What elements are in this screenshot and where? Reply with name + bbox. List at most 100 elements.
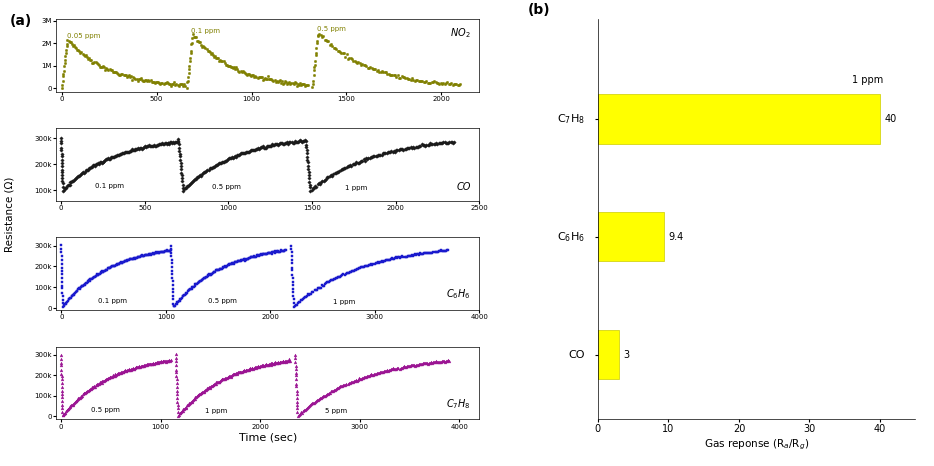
Point	[149, 142, 164, 149]
Point	[75, 282, 90, 290]
Point	[265, 76, 280, 83]
Point	[306, 184, 321, 192]
Point	[379, 257, 394, 264]
Point	[155, 358, 170, 365]
Point	[119, 258, 134, 265]
Point	[156, 358, 171, 365]
Point	[449, 81, 464, 88]
Point	[113, 151, 128, 158]
Point	[345, 267, 360, 275]
Point	[135, 362, 150, 369]
Point	[92, 270, 106, 278]
Point	[238, 255, 253, 262]
Point	[112, 151, 127, 158]
Point	[321, 278, 336, 285]
Point	[266, 360, 281, 367]
Point	[231, 68, 246, 75]
Point	[378, 257, 393, 264]
Point	[260, 250, 275, 257]
Point	[441, 247, 456, 254]
Point	[195, 276, 210, 283]
Point	[283, 139, 298, 146]
Point	[396, 363, 411, 370]
Text: C$_6$H$_6$: C$_6$H$_6$	[446, 288, 471, 302]
Point	[347, 377, 362, 385]
Point	[249, 363, 264, 371]
Point	[147, 360, 162, 368]
Point	[432, 80, 447, 88]
Point	[94, 379, 109, 386]
Point	[89, 60, 104, 67]
Point	[111, 70, 126, 77]
Point	[64, 292, 79, 300]
Point	[366, 370, 381, 377]
Point	[236, 150, 251, 157]
Point	[435, 247, 450, 255]
Point	[54, 157, 69, 164]
Point	[366, 152, 381, 160]
Point	[270, 248, 285, 256]
Point	[427, 358, 442, 366]
Point	[137, 143, 152, 150]
Point	[76, 390, 91, 397]
Point	[238, 256, 253, 263]
Point	[165, 80, 180, 88]
Point	[109, 261, 124, 268]
Point	[275, 139, 290, 146]
Point	[434, 80, 449, 87]
Point	[289, 79, 304, 87]
Point	[341, 379, 356, 387]
Point	[395, 145, 410, 152]
Point	[280, 357, 295, 365]
Point	[315, 34, 330, 41]
Point	[311, 284, 326, 291]
Point	[123, 148, 138, 155]
Point	[286, 80, 301, 88]
Point	[80, 387, 95, 395]
Point	[280, 138, 295, 146]
Point	[86, 274, 101, 282]
Point	[203, 271, 218, 278]
Point	[249, 253, 264, 260]
Point	[227, 258, 242, 266]
Point	[230, 66, 245, 73]
Point	[255, 251, 270, 258]
Point	[156, 140, 171, 148]
Point	[96, 377, 111, 385]
Point	[256, 143, 271, 150]
Point	[251, 363, 266, 370]
Point	[199, 385, 214, 392]
Point	[333, 273, 347, 281]
Text: 0.5 ppm: 0.5 ppm	[317, 26, 346, 32]
Point	[238, 70, 253, 78]
Point	[125, 364, 140, 372]
Point	[54, 372, 69, 380]
Point	[253, 363, 268, 370]
Point	[136, 143, 151, 151]
Point	[170, 398, 185, 405]
Point	[313, 180, 328, 188]
Point	[437, 247, 452, 254]
Point	[106, 69, 120, 76]
Point	[82, 164, 97, 172]
Point	[127, 146, 142, 153]
Point	[347, 377, 361, 385]
Point	[388, 365, 403, 373]
Point	[350, 376, 365, 384]
Point	[282, 79, 297, 86]
Point	[109, 70, 124, 77]
Point	[202, 271, 217, 278]
Point	[198, 274, 213, 281]
Point	[217, 264, 232, 271]
Point	[310, 284, 325, 292]
Point	[436, 358, 451, 365]
Point	[397, 363, 412, 370]
Point	[401, 75, 416, 83]
Point	[432, 247, 447, 255]
Point	[78, 389, 92, 397]
Point	[349, 59, 364, 67]
Point	[168, 301, 183, 308]
Point	[149, 142, 163, 150]
Point	[382, 71, 397, 78]
Point	[385, 148, 400, 156]
